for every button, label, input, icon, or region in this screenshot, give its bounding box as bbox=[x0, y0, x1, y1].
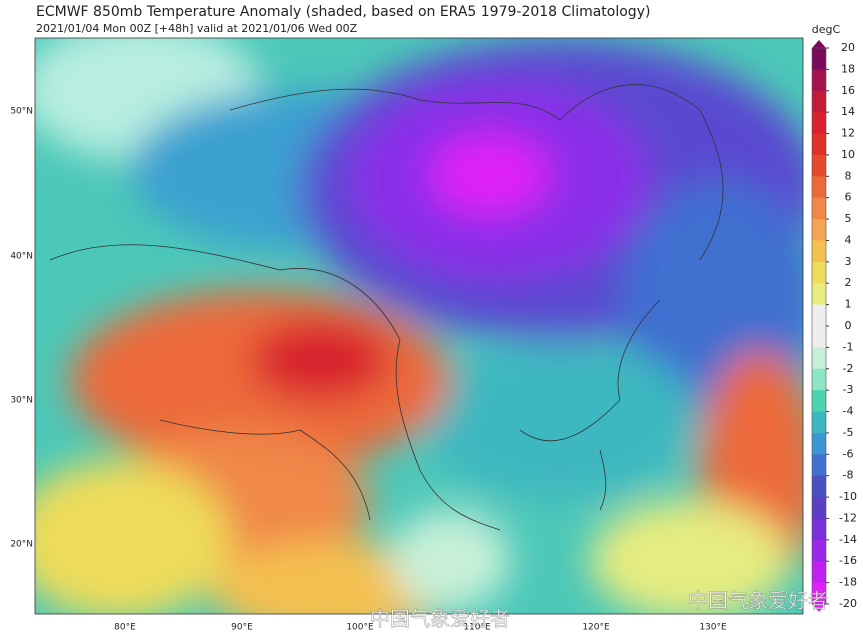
colorbar-segment bbox=[812, 518, 826, 541]
lon-label: 110°E bbox=[463, 623, 491, 633]
colorbar-segment bbox=[812, 561, 826, 584]
map-frame bbox=[34, 37, 804, 615]
colorbar-tick-label: 20 bbox=[841, 41, 855, 54]
lon-label: 90°E bbox=[231, 623, 253, 633]
colorbar-segment bbox=[812, 154, 826, 177]
colorbar-tick-label: -14 bbox=[839, 533, 857, 546]
colorbar-segment bbox=[812, 390, 826, 413]
colorbar-segment bbox=[812, 112, 826, 135]
colorbar: 20181614121086543210-1-2-3-4-5-6-8-10-12… bbox=[811, 40, 857, 612]
colorbar-label: degC bbox=[812, 23, 841, 36]
colorbar-tick-label: 0 bbox=[845, 319, 852, 332]
colorbar-segment bbox=[812, 197, 826, 220]
colorbar-segment bbox=[812, 326, 826, 348]
lon-label: 100°E bbox=[346, 623, 374, 633]
colorbar-segment bbox=[812, 475, 826, 498]
colorbar-segment bbox=[812, 219, 826, 241]
colorbar-segment bbox=[812, 582, 826, 605]
watermark: 中国气象爱好者 bbox=[688, 589, 828, 613]
colorbar-segment bbox=[812, 283, 826, 306]
colorbar-tick-label: -5 bbox=[843, 426, 854, 439]
colorbar-tick-label: 2 bbox=[845, 276, 852, 289]
colorbar-segment bbox=[812, 368, 826, 391]
colorbar-tick-label: -4 bbox=[843, 405, 854, 418]
colorbar-segment bbox=[812, 240, 826, 263]
colorbar-tick-label: -8 bbox=[843, 469, 854, 482]
colorbar-segment bbox=[812, 48, 826, 70]
lat-label: 50°N bbox=[10, 107, 33, 117]
lat-labels: 50°N 40°N 30°N 20°N bbox=[10, 107, 33, 550]
colorbar-tick-label: 14 bbox=[841, 105, 855, 118]
lon-labels: 80°E 90°E 100°E 110°E 120°E 130°E bbox=[114, 623, 727, 633]
colorbar-tick-label: -18 bbox=[839, 576, 857, 589]
colorbar-segment bbox=[812, 497, 826, 519]
colorbar-tick-label: -6 bbox=[843, 447, 854, 460]
colorbar-segment bbox=[812, 133, 826, 156]
lon-label: 130°E bbox=[699, 623, 727, 633]
lat-label: 40°N bbox=[10, 252, 33, 262]
lat-label: 30°N bbox=[10, 396, 33, 406]
title: ECMWF 850mb Temperature Anomaly (shaded,… bbox=[36, 4, 650, 20]
colorbar-segment bbox=[812, 90, 826, 113]
lat-label: 20°N bbox=[10, 540, 33, 550]
colorbar-segment bbox=[812, 261, 826, 284]
subtitle: 2021/01/04 Mon 00Z [+48h] valid at 2021/… bbox=[36, 22, 358, 35]
colorbar-tick-label: -1 bbox=[843, 340, 854, 353]
colorbar-tick-label: -3 bbox=[843, 383, 854, 396]
colorbar-segment bbox=[812, 347, 826, 370]
lon-label: 80°E bbox=[114, 623, 136, 633]
colorbar-tick-label: 12 bbox=[841, 127, 855, 140]
colorbar-arrow bbox=[812, 604, 826, 612]
colorbar-tick-label: -12 bbox=[839, 511, 857, 524]
colorbar-segment bbox=[812, 454, 826, 477]
colorbar-tick-label: 10 bbox=[841, 148, 855, 161]
colorbar-tick-label: -2 bbox=[843, 362, 854, 375]
watermark: 中国气象爱好者 bbox=[370, 607, 510, 631]
colorbar-segment bbox=[812, 304, 826, 327]
colorbar-tick-label: 4 bbox=[845, 233, 852, 246]
map bbox=[35, 38, 803, 614]
colorbar-segment bbox=[812, 69, 826, 92]
colorbar-tick-label: -10 bbox=[839, 490, 857, 503]
colorbar-tick-label: 18 bbox=[841, 62, 855, 75]
colorbar-tick-label: 8 bbox=[845, 169, 852, 182]
colorbar-tick-label: 5 bbox=[845, 212, 852, 225]
colorbar-tick-label: -16 bbox=[839, 554, 857, 567]
colorbar-tick-label: 3 bbox=[845, 255, 852, 268]
colorbar-segment bbox=[812, 539, 826, 562]
colorbar-segment bbox=[812, 176, 826, 199]
colorbar-segment bbox=[812, 432, 826, 455]
colorbar-arrow bbox=[812, 40, 826, 48]
colorbar-tick-label: -20 bbox=[839, 597, 857, 610]
lon-label: 120°E bbox=[582, 623, 610, 633]
colorbar-tick-label: 6 bbox=[845, 191, 852, 204]
colorbar-tick-label: 1 bbox=[845, 298, 852, 311]
colorbar-tick-label: 16 bbox=[841, 84, 855, 97]
colorbar-segment bbox=[812, 411, 826, 434]
